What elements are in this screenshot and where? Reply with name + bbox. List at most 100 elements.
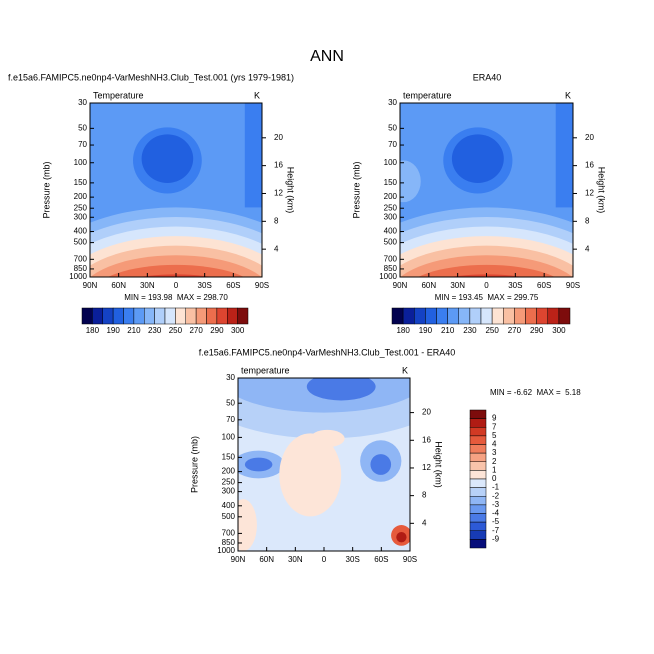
y-tick-label: 850 xyxy=(222,538,236,547)
colorbar-box xyxy=(469,435,487,445)
y-tick-label: 250 xyxy=(384,203,398,212)
x-tick-label: 30S xyxy=(198,281,212,290)
colorbar-box xyxy=(469,487,487,497)
colorbar-label: -3 xyxy=(492,500,500,509)
colorbar-label: -9 xyxy=(492,534,500,543)
x-tick-label: 30S xyxy=(508,281,522,290)
y2-tick-label: 20 xyxy=(585,133,594,142)
x-tick-label: 30N xyxy=(288,555,303,564)
y-axis-title: Pressure (mb) xyxy=(351,161,361,218)
colorbar-box xyxy=(112,307,124,325)
colorbar-box xyxy=(81,307,93,325)
colorbar-label: 7 xyxy=(492,422,497,431)
contour-fill xyxy=(400,160,421,203)
colorbar-label: -2 xyxy=(492,491,500,500)
colorbar-box xyxy=(503,307,515,325)
y-tick-label: 700 xyxy=(222,529,236,538)
x-tick-label: 90S xyxy=(255,281,269,290)
colorbar-label: -4 xyxy=(492,509,500,518)
x-tick-label: 30N xyxy=(140,281,155,290)
contour-fill xyxy=(396,531,407,543)
colorbar-box xyxy=(458,307,471,325)
colorbar-box xyxy=(469,452,487,462)
y2-tick-label: 4 xyxy=(422,518,427,527)
x-tick-label: 0 xyxy=(484,281,489,290)
colorbar-box xyxy=(469,530,487,540)
x-tick-label: 60S xyxy=(537,281,551,290)
colorbar-box xyxy=(469,307,482,325)
x-tick-label: 60N xyxy=(259,555,274,564)
colorbar-box xyxy=(123,307,135,325)
y-tick-label: 300 xyxy=(222,487,236,496)
y-tick-label: 250 xyxy=(74,203,88,212)
y2-tick-label: 16 xyxy=(274,161,283,170)
colorbar-box xyxy=(514,307,526,325)
x-tick-label: 90N xyxy=(393,281,408,290)
x-tick-label: 0 xyxy=(174,281,179,290)
colorbar-box xyxy=(558,307,571,325)
y-axis-title: Pressure (mb) xyxy=(189,436,199,493)
contour-fill xyxy=(370,454,392,475)
y-tick-label: 50 xyxy=(78,123,87,132)
y-tick-label: 30 xyxy=(78,98,87,107)
y-axis-title: Pressure (mb) xyxy=(41,161,51,218)
colorbar-box xyxy=(402,307,415,325)
colorbar-box xyxy=(391,307,404,325)
y-tick-label: 100 xyxy=(384,158,398,167)
x-tick-label: 90N xyxy=(83,281,98,290)
annotation: MIN = -6.62 MAX = 5.18 xyxy=(490,388,581,397)
colorbar-box xyxy=(144,307,155,325)
x-tick-label: 60N xyxy=(421,281,436,290)
colorbar-label: 210 xyxy=(127,326,141,335)
y-tick-label: 850 xyxy=(384,264,398,273)
y-tick-label: 100 xyxy=(222,433,236,442)
colorbar-label: 300 xyxy=(552,326,566,335)
panel-title: ERA40 xyxy=(473,72,502,82)
colorbar-box xyxy=(227,307,238,325)
colorbar-box xyxy=(154,307,166,325)
contour-fill xyxy=(555,103,573,208)
y2-tick-label: 12 xyxy=(422,463,431,472)
colorbar-box xyxy=(469,521,487,531)
left-label: temperature xyxy=(241,365,290,375)
y-tick-label: 400 xyxy=(384,227,398,236)
x-tick-label: 0 xyxy=(322,555,327,564)
y-tick-label: 150 xyxy=(222,453,236,462)
colorbar-label: 4 xyxy=(492,440,497,449)
contour-field xyxy=(238,378,410,551)
right-label: K xyxy=(402,365,408,375)
y-tick-label: 700 xyxy=(384,254,398,263)
y2-tick-label: 8 xyxy=(422,491,427,500)
x-tick-label: 90S xyxy=(566,281,580,290)
colorbar-label: 210 xyxy=(441,326,455,335)
contour-fill xyxy=(451,134,504,184)
colorbar-box xyxy=(480,307,493,325)
colorbar-label: 1 xyxy=(492,465,497,474)
colorbar-box xyxy=(491,307,504,325)
y-tick-label: 500 xyxy=(74,238,88,247)
left-label: temperature xyxy=(403,90,452,100)
y-tick-label: 300 xyxy=(74,212,88,221)
colorbar-label: 9 xyxy=(492,414,497,423)
y-tick-label: 70 xyxy=(78,140,87,149)
y-tick-label: 400 xyxy=(222,501,236,510)
panel-title: f.e15a6.FAMIPC5.ne0np4-VarMeshNH3.Club_T… xyxy=(8,72,294,82)
y-tick-label: 100 xyxy=(74,158,88,167)
y-tick-label: 30 xyxy=(388,98,397,107)
colorbar-box xyxy=(175,307,186,325)
colorbar-label: 230 xyxy=(463,326,477,335)
left-label: Temperature xyxy=(93,90,144,100)
colorbar-box xyxy=(469,504,487,514)
y-tick-label: 50 xyxy=(388,123,397,132)
x-tick-label: 60N xyxy=(111,281,126,290)
contour-fill xyxy=(244,457,273,472)
colorbar-label: 5 xyxy=(492,431,497,440)
colorbar-box xyxy=(447,307,459,325)
y-tick-label: 50 xyxy=(226,398,235,407)
colorbar-label: 180 xyxy=(396,326,410,335)
y-tick-label: 70 xyxy=(388,140,397,149)
colorbar-box xyxy=(469,539,487,549)
colorbar-box xyxy=(206,307,218,325)
colorbar-box xyxy=(469,444,487,454)
